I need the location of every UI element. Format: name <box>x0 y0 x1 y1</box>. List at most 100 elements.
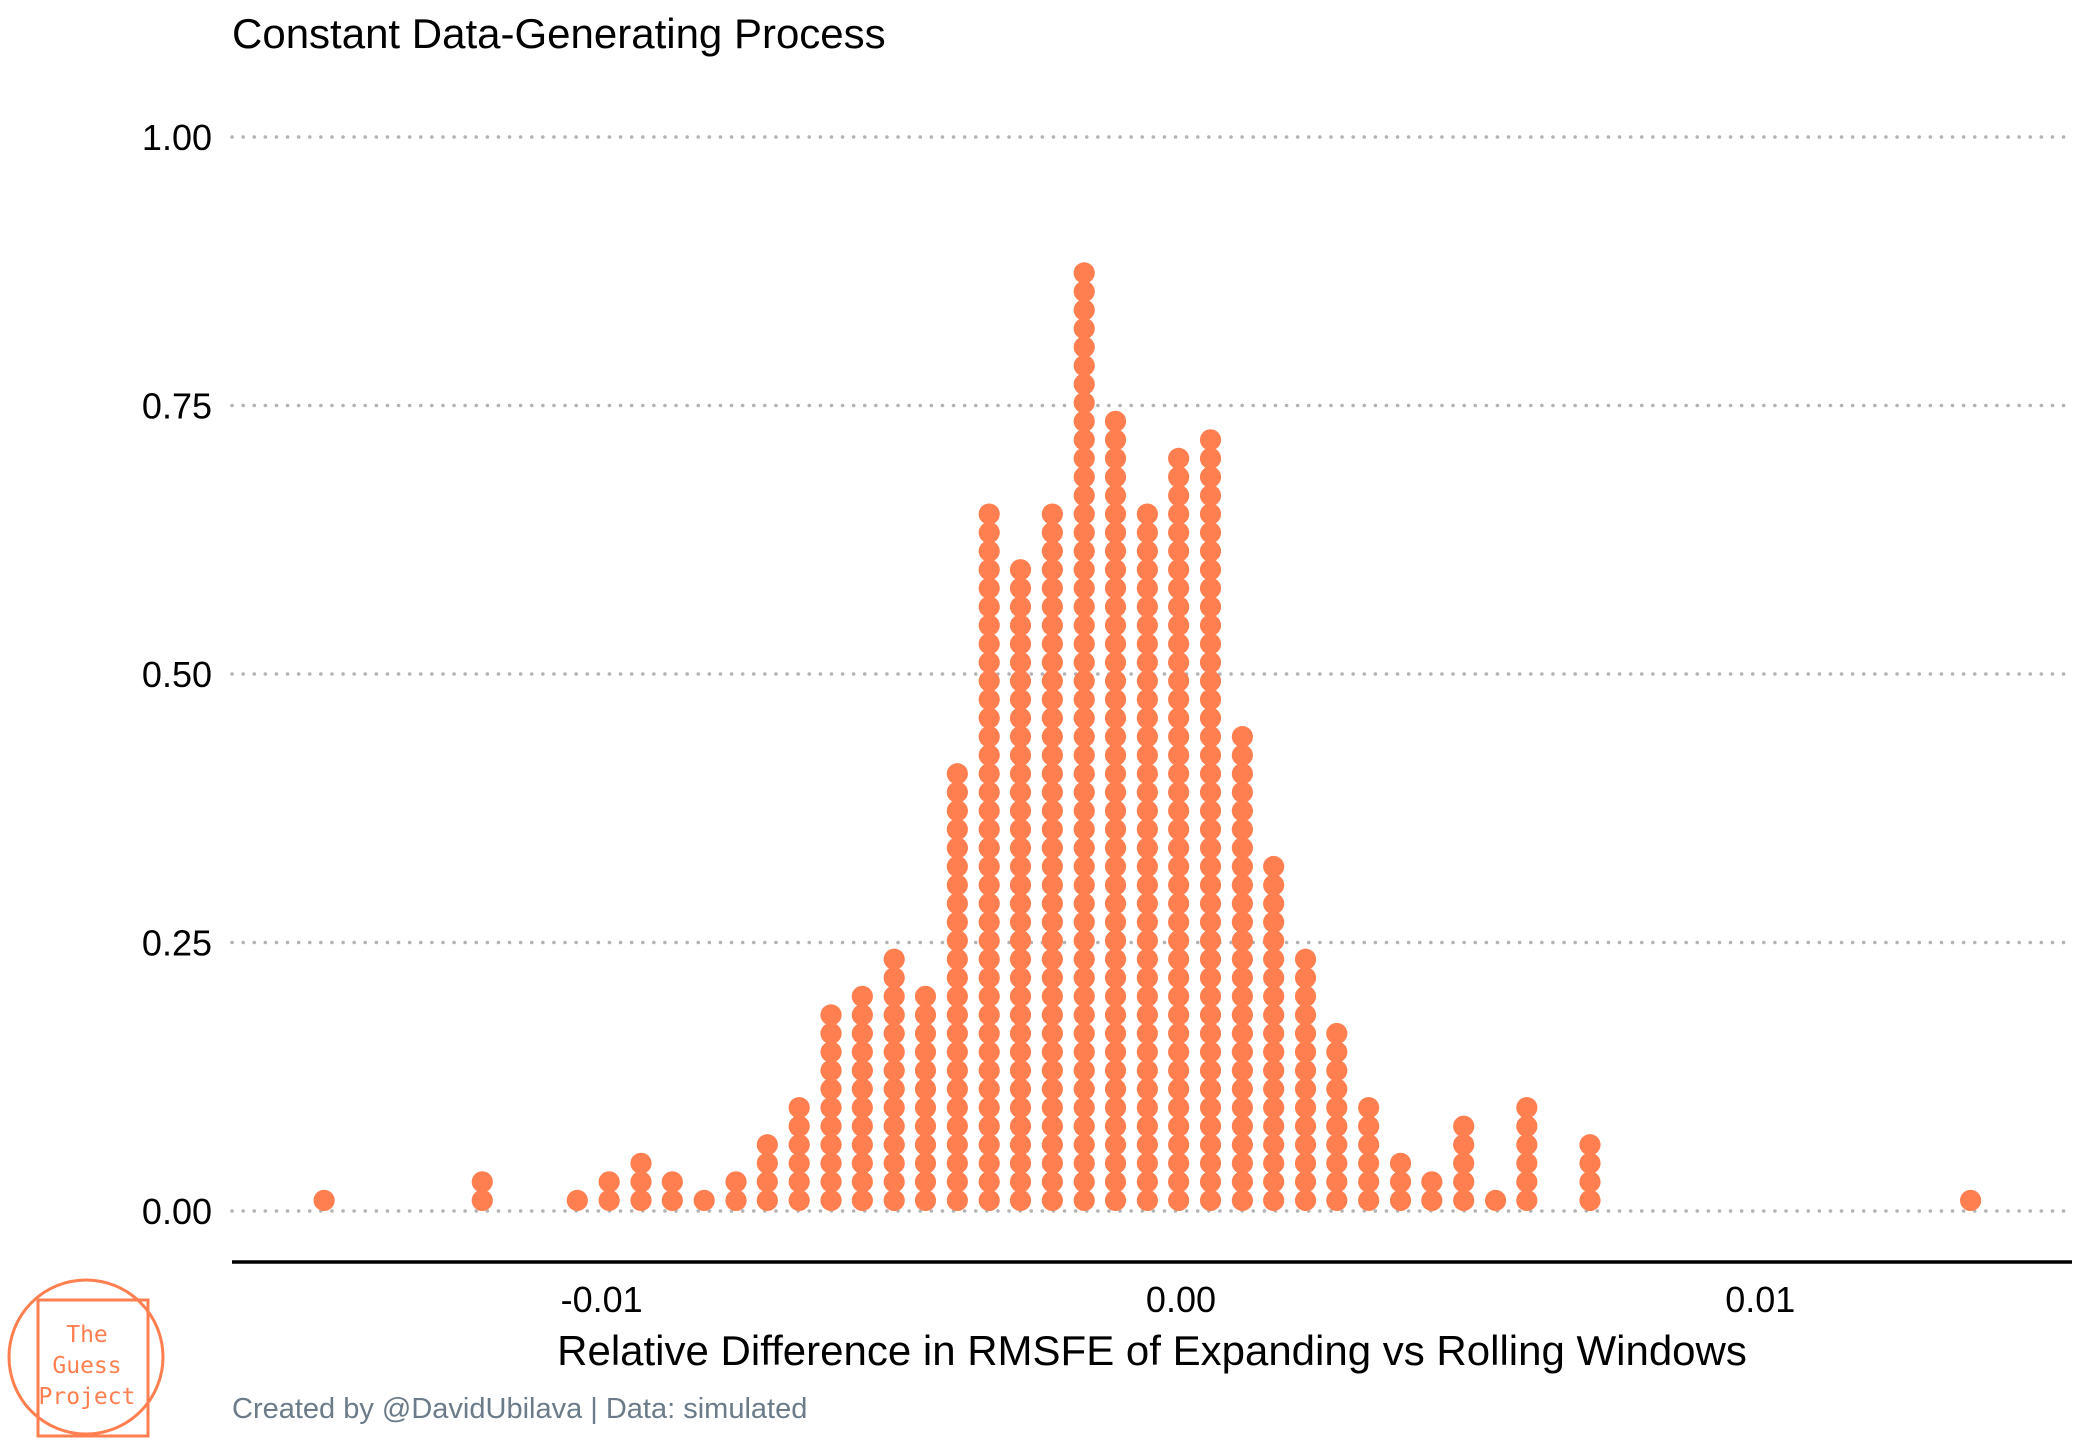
dot <box>851 1115 873 1137</box>
dot <box>1358 1134 1380 1156</box>
dot <box>1073 688 1095 711</box>
dot <box>1453 1134 1475 1156</box>
dot <box>1009 1022 1032 1045</box>
dot <box>1168 466 1190 488</box>
caption: Created by @DavidUbilava | Data: simulat… <box>232 1393 807 1425</box>
dot <box>946 948 968 970</box>
dot <box>1104 893 1127 915</box>
dot <box>1136 1189 1158 1211</box>
dot <box>1009 893 1032 915</box>
dot <box>1041 1059 1063 1082</box>
dot <box>1168 744 1190 766</box>
dot <box>914 1171 937 1193</box>
dot <box>1073 633 1095 655</box>
dot <box>1168 1022 1190 1045</box>
dot <box>1453 1152 1475 1174</box>
dot <box>1073 1041 1095 1063</box>
dot <box>1231 1078 1253 1100</box>
dot <box>788 1097 810 1119</box>
dot <box>1294 1059 1317 1082</box>
dot <box>1041 763 1063 785</box>
dot <box>1168 911 1190 933</box>
dot <box>1136 670 1158 692</box>
x-tick-label: 0.01 <box>1725 1279 1795 1320</box>
dot <box>978 522 1000 544</box>
dot <box>1041 874 1063 896</box>
dot <box>1326 1134 1348 1156</box>
dot <box>914 985 937 1007</box>
dot <box>883 967 905 989</box>
dot <box>1199 1041 1222 1063</box>
dot <box>1073 967 1095 989</box>
dot <box>1104 540 1127 562</box>
dot <box>914 1004 937 1026</box>
dot <box>1073 1171 1095 1193</box>
dot <box>1231 911 1253 933</box>
dot <box>1041 837 1063 859</box>
dot <box>1073 744 1095 766</box>
dot <box>1104 447 1127 469</box>
dot <box>1516 1189 1538 1211</box>
dot <box>1104 1078 1127 1100</box>
dot <box>1199 1097 1222 1119</box>
dot <box>1326 1189 1348 1211</box>
dot <box>1358 1115 1380 1137</box>
dot <box>851 1078 873 1100</box>
dot <box>1104 726 1127 748</box>
dot <box>946 874 968 896</box>
dot <box>1009 744 1032 766</box>
dot <box>1294 1041 1317 1063</box>
dot <box>1073 1134 1095 1156</box>
dot <box>1231 1189 1253 1211</box>
dot <box>1263 1022 1285 1045</box>
dot <box>1041 688 1063 711</box>
dot <box>1231 1152 1253 1174</box>
dot <box>1294 948 1317 970</box>
dot <box>1199 911 1222 933</box>
dot <box>1231 837 1253 859</box>
dot <box>946 1004 968 1026</box>
dot <box>1358 1189 1380 1211</box>
dot <box>1136 688 1158 711</box>
logo: The Guess Project <box>7 1278 165 1438</box>
dot <box>914 1134 937 1156</box>
dot <box>1326 1171 1348 1193</box>
dot <box>1231 1097 1253 1119</box>
dot <box>1231 781 1253 803</box>
dot <box>1326 1097 1348 1119</box>
dot <box>1136 1152 1158 1174</box>
dot <box>630 1152 652 1174</box>
dot <box>1073 577 1095 599</box>
dot <box>914 1115 937 1137</box>
dot <box>946 1115 968 1137</box>
dot <box>1168 559 1190 581</box>
dot <box>820 1041 842 1063</box>
dot <box>883 1078 905 1100</box>
dot <box>1231 726 1253 748</box>
dot <box>1136 577 1158 599</box>
dot <box>1104 1059 1127 1082</box>
dot <box>1073 874 1095 896</box>
dot <box>1073 410 1095 432</box>
dot <box>946 1134 968 1156</box>
dot <box>820 1115 842 1137</box>
dot <box>1199 1189 1222 1211</box>
dot <box>1168 855 1190 878</box>
dot <box>1104 670 1127 692</box>
dot <box>1199 522 1222 544</box>
dot <box>1104 1004 1127 1026</box>
dot <box>1294 1115 1317 1137</box>
dot <box>1199 1078 1222 1100</box>
y-tick-label: 0.50 <box>142 654 212 695</box>
dot <box>978 1097 1000 1119</box>
dot <box>1294 985 1317 1007</box>
dot <box>1263 1171 1285 1193</box>
dot <box>1009 726 1032 748</box>
y-axis-ticks: 0.00 0.25 0.50 0.75 1.00 <box>142 117 212 1232</box>
dot <box>978 503 1000 525</box>
dot <box>1041 522 1063 544</box>
dot <box>661 1189 683 1211</box>
dot <box>1263 911 1285 933</box>
dot <box>1041 781 1063 803</box>
dot <box>1168 800 1190 822</box>
